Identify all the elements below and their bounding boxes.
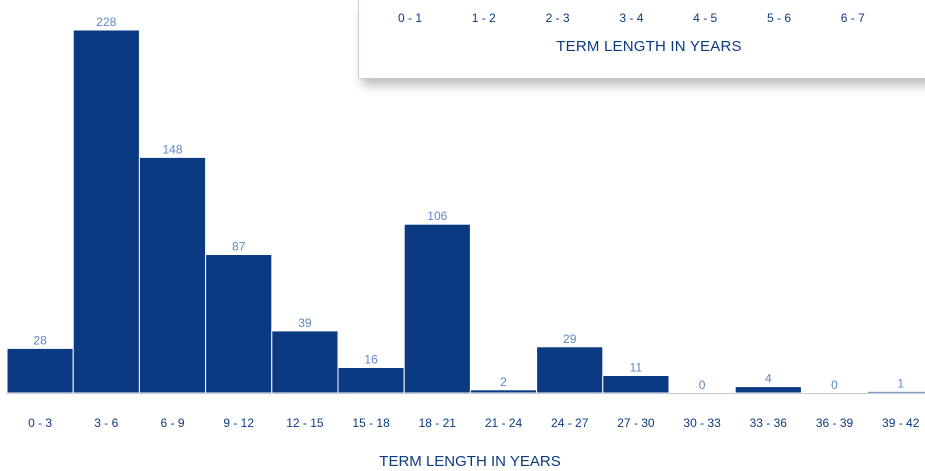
bar-12-15: [271, 330, 339, 394]
bar-15-18: [337, 367, 405, 394]
inset-x-axis-title: TERM LENGTH IN YEARS: [556, 38, 742, 55]
x-tick-label: 12 - 15: [286, 416, 324, 430]
x-tick-label: 36 - 39: [816, 416, 854, 430]
x-tick-label: 24 - 27: [551, 416, 589, 430]
bar-3-6: [72, 29, 140, 394]
x-tick-label: 9 - 12: [223, 416, 254, 430]
data-label: 11: [630, 361, 643, 375]
inset-x-tick-label: 0 - 1: [397, 11, 423, 25]
x-tick-label: 33 - 36: [750, 416, 788, 430]
data-label: 0: [699, 378, 706, 392]
data-label: 148: [162, 142, 182, 156]
inset-x-tick-label: 5 - 6: [766, 11, 792, 25]
inset-x-tick-label: 2 - 3: [545, 11, 570, 25]
data-labels-layer: 28 228 148 87 39 16 106 2 29 11 0 4 0 1: [33, 15, 904, 392]
x-tick-label: 39 - 42: [882, 416, 920, 430]
data-label: 4: [765, 372, 772, 386]
bar-24-27: [536, 346, 604, 394]
data-label: 28: [33, 333, 47, 347]
data-label: 1: [897, 376, 904, 390]
bar-27-30: [602, 375, 670, 394]
x-tick-label: 3 - 6: [94, 416, 118, 430]
data-label: 2: [500, 375, 507, 389]
x-tick-labels-layer: 0 - 3 3 - 6 6 - 9 9 - 12 12 - 15 15 - 18 18 - …: [28, 416, 920, 430]
x-tick-label: 21 - 24: [485, 416, 523, 430]
data-label: 228: [96, 15, 116, 29]
x-tick-label: 15 - 18: [352, 416, 390, 430]
x-tick-label: 27 - 30: [617, 416, 655, 430]
bar-39-42: [867, 390, 925, 394]
x-tick-label: 0 - 3: [28, 416, 52, 430]
inset-x-tick-label: 6 - 7: [840, 11, 865, 25]
data-label: 106: [427, 209, 447, 223]
x-tick-label: 6 - 9: [160, 416, 184, 430]
bars-layer: [6, 29, 925, 394]
data-label: 0: [831, 378, 838, 392]
bar-33-36: [734, 386, 802, 394]
bar-0-3: [6, 347, 74, 394]
inset-x-tick-label: 1 - 2: [471, 11, 496, 25]
inset-histogram-panel: 0 - 1 1 - 2 2 - 3 3 - 4 4 - 5 5 - 6 6 - 7 TERM…: [358, 0, 925, 79]
inset-x-tick-label: 4 - 5: [693, 11, 718, 25]
bar-6-9: [138, 156, 207, 394]
x-axis-title: TERM LENGTH IN YEARS: [379, 453, 560, 470]
data-label: 87: [232, 240, 246, 254]
inset-x-tick-label: 3 - 4: [619, 11, 644, 25]
data-label: 29: [563, 332, 577, 346]
x-tick-label: 18 - 21: [419, 416, 457, 430]
bar-18-21: [403, 223, 471, 394]
data-label: 39: [298, 316, 312, 330]
bar-21-24: [469, 389, 538, 394]
data-label: 16: [364, 353, 378, 367]
x-tick-label: 30 - 33: [683, 416, 721, 430]
bar-9-12: [205, 254, 273, 394]
